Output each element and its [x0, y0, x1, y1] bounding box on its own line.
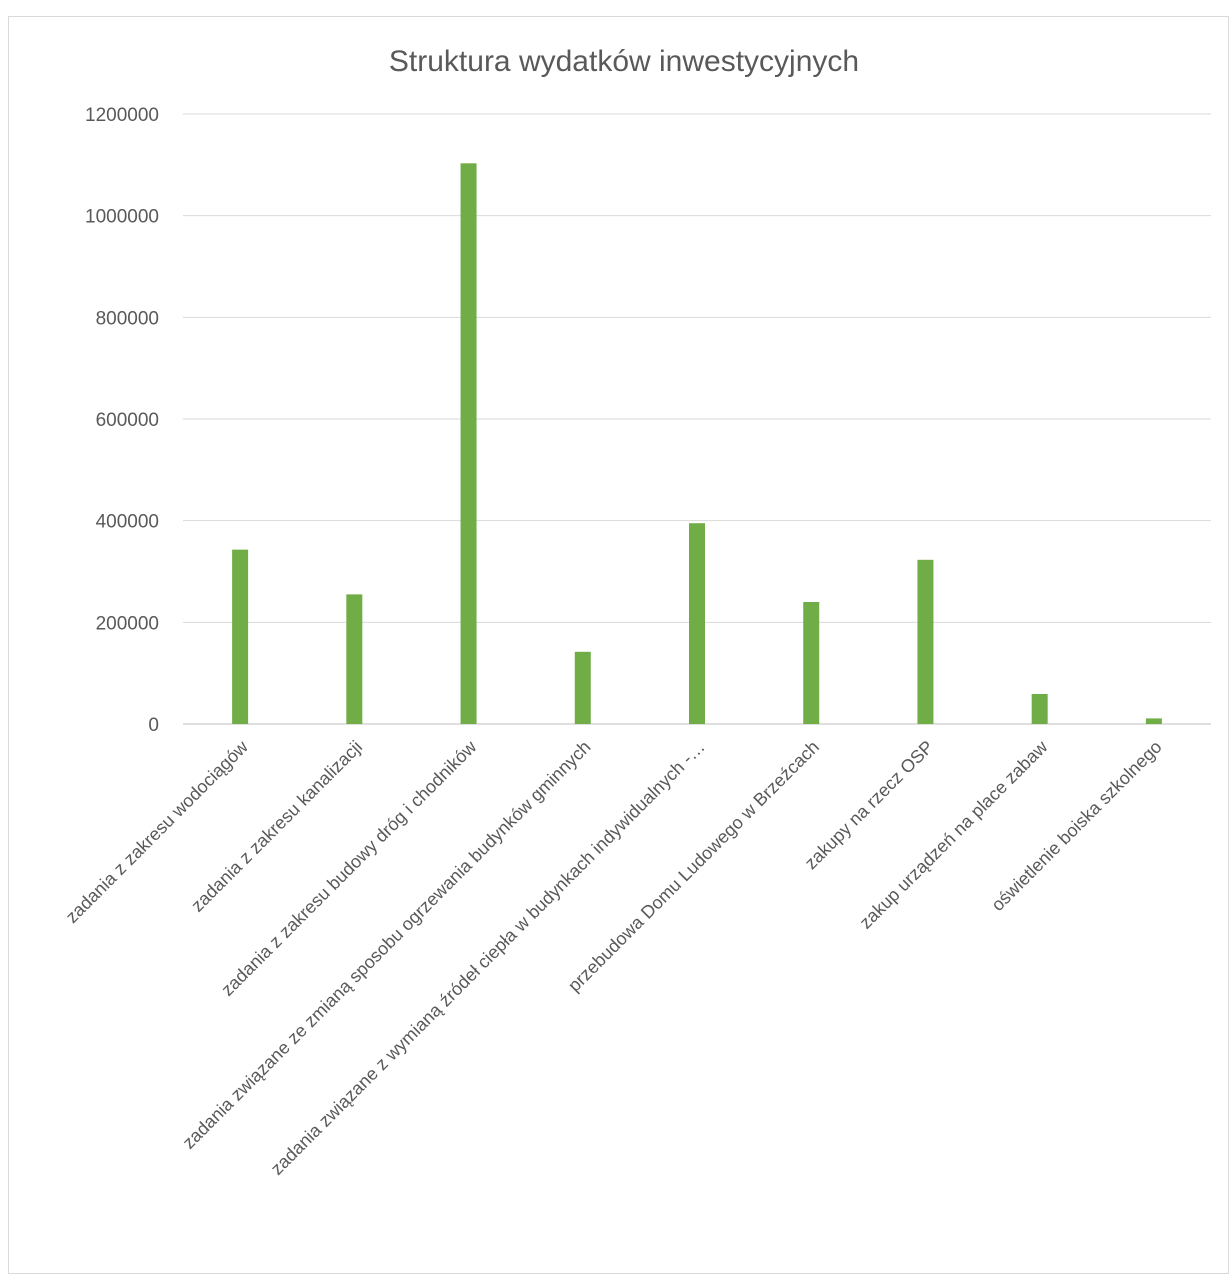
x-category-label: zadania związane z wymianą źródeł ciepła…	[267, 737, 709, 1179]
chart-title: Struktura wydatków inwestycyjnych	[389, 45, 859, 78]
x-category-label: zadania z zakresu wodociągów	[62, 736, 253, 927]
bar	[232, 549, 249, 724]
y-tick-label: 600000	[96, 410, 159, 431]
x-category-label: przebudowa Domu Ludowego w Brzeźcach	[564, 737, 823, 996]
y-tick-label: 1000000	[85, 207, 159, 228]
chart-frame	[8, 16, 1229, 1274]
bar	[803, 602, 820, 724]
bars	[232, 163, 1162, 724]
x-category-label: zakupy na rzecz OSP	[801, 737, 938, 874]
y-tick-label: 800000	[96, 308, 159, 329]
y-axis-ticks: 0 200000 400000 600000 800000 1000000 1200000	[85, 105, 159, 736]
x-category-label: zakup urządzeń na place zabaw	[856, 736, 1053, 933]
x-category-label: zadania związane ze zmianą sposobu ogrze…	[179, 737, 595, 1153]
bar	[917, 559, 934, 724]
y-tick-label: 200000	[96, 613, 159, 634]
bar	[689, 523, 705, 724]
y-tick-label: 0	[148, 715, 159, 736]
bar	[1031, 694, 1048, 724]
bar	[460, 163, 477, 724]
bar	[574, 651, 591, 724]
x-category-label: zadania z zakresu budowy dróg i chodnikó…	[217, 736, 481, 1000]
bar	[1145, 718, 1162, 724]
y-tick-label: 400000	[96, 512, 159, 533]
y-tick-label: 1200000	[85, 105, 159, 126]
bar	[346, 594, 363, 724]
